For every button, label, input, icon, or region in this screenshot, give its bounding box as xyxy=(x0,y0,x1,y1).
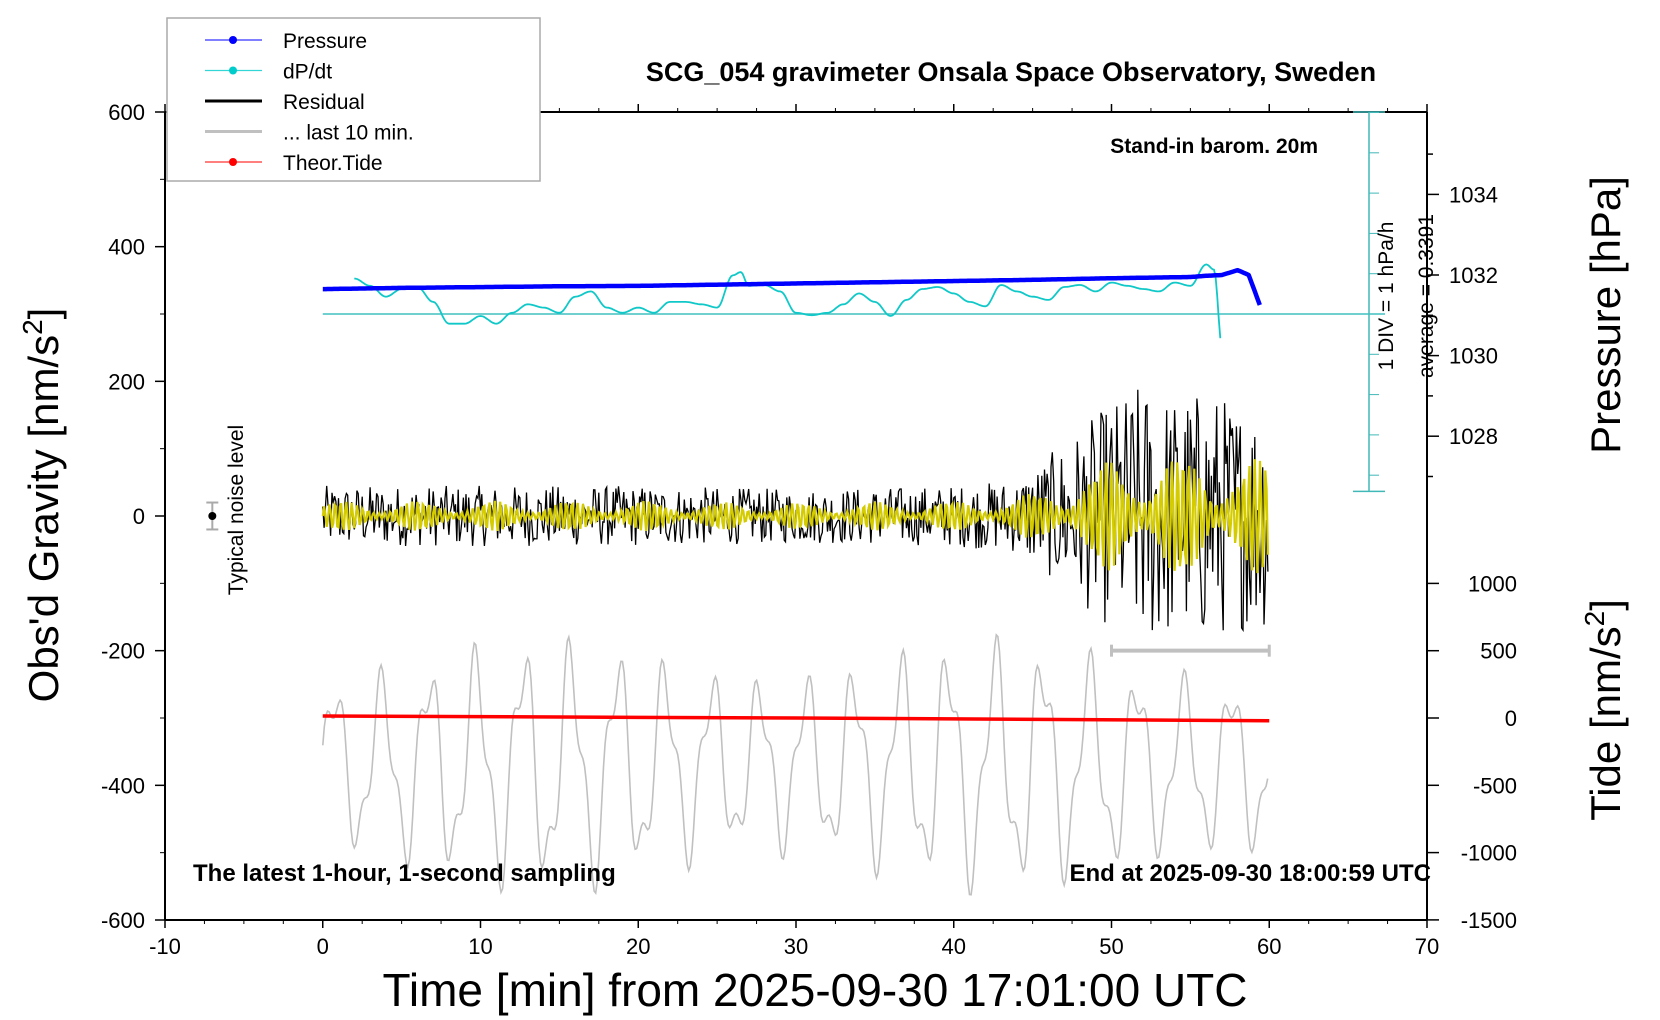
legend-marker xyxy=(229,66,237,75)
x-tick-label: 30 xyxy=(784,934,808,959)
pressure-tick-label: 1028 xyxy=(1449,424,1498,449)
marks xyxy=(206,263,1271,896)
legend-label: Theor.Tide xyxy=(283,152,383,175)
x-tick-label: 70 xyxy=(1415,934,1439,959)
noise-level-label: Typical noise level xyxy=(225,425,248,595)
legend-marker xyxy=(229,158,237,166)
tide-axis-label-sup: 2 xyxy=(1579,611,1610,627)
legend: Pressure dP/dt Residual ... last 10 min. The… xyxy=(166,17,541,182)
x-tick-label: 10 xyxy=(468,934,492,959)
y-axis-label: Obs'd Gravity [nm/s2] xyxy=(17,308,67,703)
subtitle-right: End at 2025-09-30 18:00:59 UTC xyxy=(1070,860,1432,887)
y-tick-label: 400 xyxy=(108,235,145,260)
x-tick-label: -10 xyxy=(149,934,181,959)
pressure-axis-label: Pressure [hPa] xyxy=(1582,176,1629,454)
pressure-tick-label: 1032 xyxy=(1449,263,1498,288)
legend-label: ... last 10 min. xyxy=(283,122,414,145)
pressure-tick-label: 1034 xyxy=(1449,182,1498,207)
x-tick-label: 50 xyxy=(1099,934,1123,959)
x-tick-label: 0 xyxy=(317,934,329,959)
tide-tick-label: 1000 xyxy=(1468,571,1517,596)
y-tick-label: 200 xyxy=(108,369,145,394)
legend-label: Residual xyxy=(283,91,365,114)
x-tick-label: 40 xyxy=(942,934,966,959)
chart-title: SCG_054 gravimeter Onsala Space Observat… xyxy=(646,57,1376,87)
y-axis-label-sup: 2 xyxy=(17,319,48,335)
barometer-note: Stand-in barom. 20m xyxy=(1110,135,1318,158)
x-tick-label: 60 xyxy=(1257,934,1281,959)
legend-label: dP/dt xyxy=(283,61,332,84)
pressure-tick-label: 1030 xyxy=(1449,344,1498,369)
y-axis-label-text: Obs'd Gravity [nm/s xyxy=(20,335,67,702)
dpdt-line xyxy=(354,263,1222,339)
subtitle-left: The latest 1-hour, 1-second sampling xyxy=(193,860,616,887)
tide-tick-label: 0 xyxy=(1505,706,1517,731)
y-tick-label: -600 xyxy=(101,908,145,933)
last-10-min-line xyxy=(322,633,1269,896)
tide-tick-label: 500 xyxy=(1480,639,1517,664)
legend-label: Pressure xyxy=(283,30,367,53)
y-tick-label: -200 xyxy=(101,639,145,664)
axes: -10 0 10 20 30 40 50 60 70 600 400 200 0 -200 -400 -600… xyxy=(101,100,1517,959)
y-tick-label: -400 xyxy=(101,773,145,798)
tide-axis-label-text: Tide [nm/s xyxy=(1582,626,1629,821)
noise-level-point xyxy=(208,512,217,520)
residual-filtered-line xyxy=(321,459,1269,574)
y-tick-label: 0 xyxy=(133,504,145,529)
dpdt-average-label: average = 0.3391 xyxy=(1415,214,1438,378)
x-tick-label: 20 xyxy=(626,934,650,959)
y-axis-label-close: ] xyxy=(20,308,67,320)
tide-axis-label: Tide [nm/s2] xyxy=(1579,599,1629,821)
legend-marker xyxy=(229,36,237,44)
tide-axis-label-close: ] xyxy=(1582,599,1629,611)
tide-tick-label: -500 xyxy=(1473,773,1517,798)
x-axis-label: Time [min] from 2025-09-30 17:01:00 UTC xyxy=(383,964,1248,1016)
y-tick-label: 600 xyxy=(108,100,145,125)
tide-tick-label: -1500 xyxy=(1461,908,1517,933)
tide-tick-label: -1000 xyxy=(1461,841,1517,866)
pressure-line xyxy=(322,267,1262,306)
theor-tide-line xyxy=(322,714,1270,723)
dpdt-scale-label: 1 DIV = 1 hPa/h xyxy=(1375,222,1398,371)
